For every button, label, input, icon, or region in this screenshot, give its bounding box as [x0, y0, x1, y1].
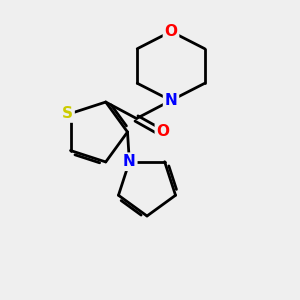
- Text: N: N: [165, 93, 177, 108]
- Text: N: N: [123, 154, 136, 169]
- Text: O: O: [164, 24, 178, 39]
- Text: O: O: [156, 124, 170, 140]
- Text: S: S: [62, 106, 73, 121]
